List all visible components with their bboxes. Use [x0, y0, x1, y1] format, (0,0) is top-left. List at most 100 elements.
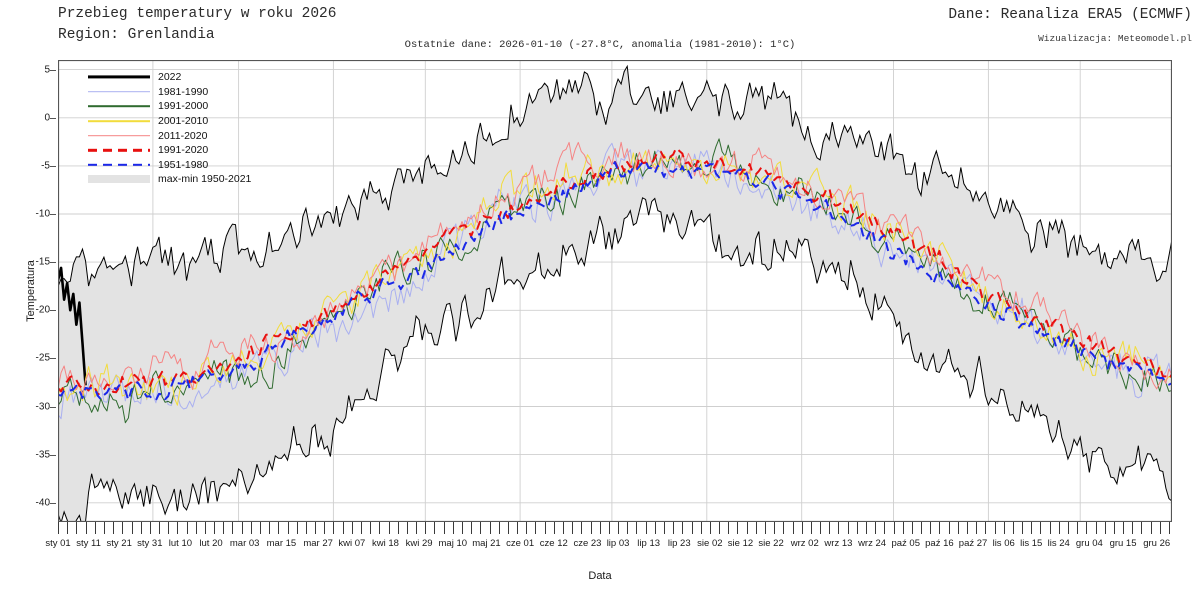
x-minor-tick	[379, 520, 381, 534]
x-tick-label: paź 05	[891, 538, 920, 549]
x-minor-tick	[122, 520, 124, 534]
x-minor-tick	[608, 520, 610, 534]
x-minor-tick	[948, 520, 950, 534]
x-minor-tick	[1077, 520, 1079, 534]
x-minor-tick	[1113, 520, 1115, 534]
x-minor-tick	[232, 520, 234, 534]
legend-label: 1991-2020	[158, 144, 209, 157]
max-min-band	[58, 66, 1172, 522]
x-minor-tick	[287, 520, 289, 534]
x-minor-tick	[691, 520, 693, 534]
x-minor-tick	[957, 520, 959, 534]
x-minor-tick	[902, 520, 904, 534]
legend-label: 2022	[158, 71, 182, 84]
x-tick-label: cze 23	[573, 538, 602, 549]
x-axis-ticks: sty 01 sty 11 sty 21 sty 31 lut 10 lut 20 mar …	[45, 520, 1172, 554]
x-tick-label: mar 27	[303, 538, 333, 549]
legend-item: 1951-1980	[88, 158, 251, 173]
x-minor-tick	[719, 520, 721, 534]
x-minor-tick	[884, 520, 886, 534]
y-tick-label: -10	[35, 208, 50, 220]
x-minor-tick	[599, 520, 601, 534]
x-tick-label: wrz 24	[858, 538, 887, 549]
y-tick-mark	[50, 69, 56, 71]
x-minor-tick	[1040, 520, 1042, 534]
x-minor-tick	[866, 520, 867, 534]
y-tick-label: 0	[44, 112, 50, 124]
x-minor-tick	[636, 520, 638, 534]
x-minor-tick	[241, 520, 243, 534]
series-line-2011-2020	[58, 141, 1172, 396]
legend-label: 2001-2010	[158, 115, 209, 128]
x-minor-tick	[471, 520, 473, 534]
x-tick-label: lis 24	[1047, 538, 1070, 549]
x-tick-label: lut 20	[199, 538, 223, 549]
x-minor-tick	[544, 520, 546, 534]
x-tick-label: sty 21	[106, 538, 132, 549]
x-minor-tick	[397, 520, 399, 534]
x-tick-label: sty 01	[45, 538, 71, 549]
x-minor-tick	[425, 520, 427, 534]
x-tick-label: maj 10	[438, 538, 468, 549]
x-minor-tick	[829, 520, 831, 534]
x-minor-tick	[820, 520, 821, 534]
y-axis-ticks: 5 0 -5 -10 -15 -20 -25 -30 -35 -40	[0, 60, 56, 522]
x-minor-tick	[994, 520, 996, 534]
y-tick-mark	[50, 310, 56, 312]
plot-frame	[58, 60, 1172, 522]
x-minor-tick	[342, 520, 344, 534]
x-minor-tick	[1067, 520, 1069, 534]
x-minor-tick	[498, 520, 500, 534]
x-minor-tick	[673, 520, 675, 534]
x-minor-tick	[406, 520, 408, 534]
legend-swatch	[88, 100, 150, 112]
x-minor-tick	[1086, 520, 1088, 534]
legend-label: 2011-2020	[158, 129, 208, 142]
title-line-1: Przebieg temperatury w roku 2026	[58, 6, 337, 22]
x-minor-tick	[563, 520, 564, 534]
y-tick-label: -35	[35, 449, 50, 461]
x-minor-tick	[1141, 520, 1143, 534]
x-minor-tick	[618, 520, 620, 534]
x-minor-tick	[930, 520, 932, 534]
x-minor-tick	[921, 520, 922, 534]
latest-data-subtitle: Ostatnie dane: 2026-01-10 (-27.8°C, anom…	[404, 39, 796, 51]
title-line-2: Region: Grenlandia	[58, 27, 215, 43]
x-minor-tick	[1168, 520, 1170, 534]
x-tick-label: lip 13	[637, 538, 661, 549]
x-tick-label: gru 04	[1075, 538, 1103, 549]
x-minor-tick	[1150, 520, 1152, 534]
y-tick-label: -5	[41, 160, 50, 172]
x-minor-tick	[976, 520, 978, 534]
x-minor-tick	[113, 520, 115, 534]
x-minor-tick	[535, 520, 537, 534]
x-minor-tick	[755, 520, 757, 534]
x-minor-tick	[58, 520, 59, 534]
x-minor-tick	[911, 520, 913, 534]
y-tick-mark	[50, 117, 56, 119]
x-minor-tick	[85, 520, 87, 534]
x-minor-tick	[810, 520, 812, 534]
legend-item: max-min 1950-2021	[88, 172, 251, 187]
x-tick-label: sty 31	[137, 538, 163, 549]
x-minor-tick	[893, 520, 895, 534]
x-minor-tick	[103, 520, 105, 534]
legend-item: 2022	[88, 70, 251, 85]
x-minor-tick	[709, 520, 711, 534]
x-minor-tick	[361, 520, 362, 534]
x-tick-label: wrz 02	[790, 538, 819, 549]
x-minor-tick	[67, 520, 69, 534]
x-minor-tick	[452, 520, 454, 534]
x-minor-tick	[1058, 520, 1060, 534]
legend-swatch	[88, 86, 150, 98]
x-minor-tick	[214, 520, 216, 534]
x-minor-tick	[847, 520, 849, 534]
y-tick-mark	[50, 262, 56, 264]
x-minor-tick	[131, 520, 133, 534]
x-tick-label: wrz 13	[824, 538, 853, 549]
x-tick-label: sie 02	[697, 538, 723, 549]
x-minor-tick	[204, 520, 206, 534]
x-tick-label: cze 12	[539, 538, 568, 549]
x-tick-label: kwi 07	[338, 538, 366, 549]
